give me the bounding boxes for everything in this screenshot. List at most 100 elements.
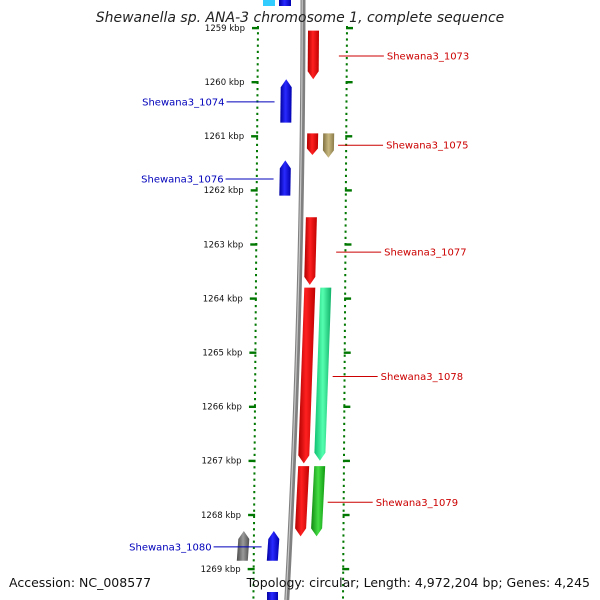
forward-gene-arrow[interactable] [304,217,317,285]
forward-gene-arrow[interactable] [322,133,335,158]
guide-dot [344,236,347,239]
guide-dot [256,94,259,97]
kbp-tick-left [250,243,258,246]
guide-dot [255,193,258,196]
forward-gene-arrow[interactable] [314,287,332,461]
guide-dot [256,69,259,72]
forward-gene-arrow[interactable] [306,133,319,155]
guide-dot [255,187,258,190]
kbp-tick-label: 1264 kbp [203,294,243,304]
cropped-gene-top [278,0,291,6]
forward-gene-arrow[interactable] [311,466,326,537]
guide-dot [254,373,257,376]
reverse-gene-arrow[interactable] [236,531,250,561]
guide-dot [253,453,256,456]
guide-dot [255,205,258,208]
gene-label[interactable]: Shewana3_1073 [387,51,469,62]
reverse-gene-arrow[interactable] [266,531,280,561]
guide-dot [256,125,259,128]
guide-dot [255,236,258,239]
guide-dot [343,385,346,388]
chromosome-line [284,0,306,600]
reverse-gene-arrow[interactable] [280,79,292,123]
guide-dot [254,367,257,370]
guide-dot [345,137,348,140]
guide-dot [343,441,346,444]
guide-dot [342,497,345,500]
guide-dot [345,112,348,115]
guide-dot [343,348,346,351]
guide-dot [345,156,348,159]
guide-dot [256,32,259,35]
reverse-gene-arrow[interactable] [279,160,291,196]
guide-dot [255,224,258,227]
forward-gene-arrow[interactable] [295,466,310,537]
guide-dot [343,336,346,339]
guide-dot [345,75,348,78]
guide-dot [345,88,348,91]
guide-dot [255,199,258,202]
guide-dot [254,305,257,308]
guide-dot [255,174,258,177]
guide-dot [252,596,255,599]
guide-dot [345,162,348,165]
guide-dot [344,218,347,221]
guide-dot [255,249,258,252]
guide-dot [343,447,346,450]
guide-dot [342,478,345,481]
guide-dot [255,267,258,270]
guide-dot [344,298,347,301]
guide-dot [344,311,347,314]
forward-gene-arrow[interactable] [307,30,319,80]
gene-label[interactable]: Shewana3_1078 [381,372,463,383]
guide-dot [345,63,348,66]
guide-dot [255,212,258,215]
guide-dot [344,274,347,277]
kbp-tick-label: 1259 kbp [205,24,245,34]
gene-label[interactable]: Shewana3_1076 [141,175,223,186]
guide-dot [343,398,346,401]
guide-dot [253,522,256,525]
kbp-tick-left [251,81,259,84]
guide-dot [342,503,345,506]
guide-dot [343,360,346,363]
kbp-tick-left [247,567,255,571]
guide-dot [254,360,257,363]
kbp-tick-label: 1268 kbp [201,511,241,521]
guide-dot [256,88,259,91]
guide-dot [252,590,255,593]
guide-dot [343,373,346,376]
guide-dot [343,317,346,320]
guide-dot [254,311,257,314]
guide-dot [344,230,347,233]
kbp-tick-right [345,26,353,30]
guide-dot [253,422,256,425]
gene-label[interactable]: Shewana3_1080 [129,542,211,553]
gene-label[interactable]: Shewana3_1075 [386,141,468,152]
guide-dot [344,193,347,196]
kbp-tick-label: 1261 kbp [204,132,244,142]
guide-dot [254,348,257,351]
guide-dot [345,125,348,128]
kbp-tick-left [248,405,256,408]
guide-dot [344,280,347,283]
guide-dot [344,205,347,208]
guide-dot [343,367,346,370]
gene-label[interactable]: Shewana3_1077 [384,248,466,259]
gene-label[interactable]: Shewana3_1079 [376,498,458,509]
kbp-tick-right [345,81,353,84]
guide-dot [253,478,256,481]
kbp-tick-left [249,351,257,354]
guide-dot [345,57,348,60]
guide-dot [252,546,255,549]
gene-label[interactable]: Shewana3_1074 [142,97,224,108]
guide-dot [345,106,348,109]
guide-dot [343,342,346,345]
guide-dot [253,484,256,487]
guide-dot [254,398,257,401]
guide-dot [342,540,345,543]
forward-gene-arrow[interactable] [298,287,316,464]
guide-dot [253,491,256,494]
guide-dot [256,44,259,47]
guide-dot [256,112,259,115]
